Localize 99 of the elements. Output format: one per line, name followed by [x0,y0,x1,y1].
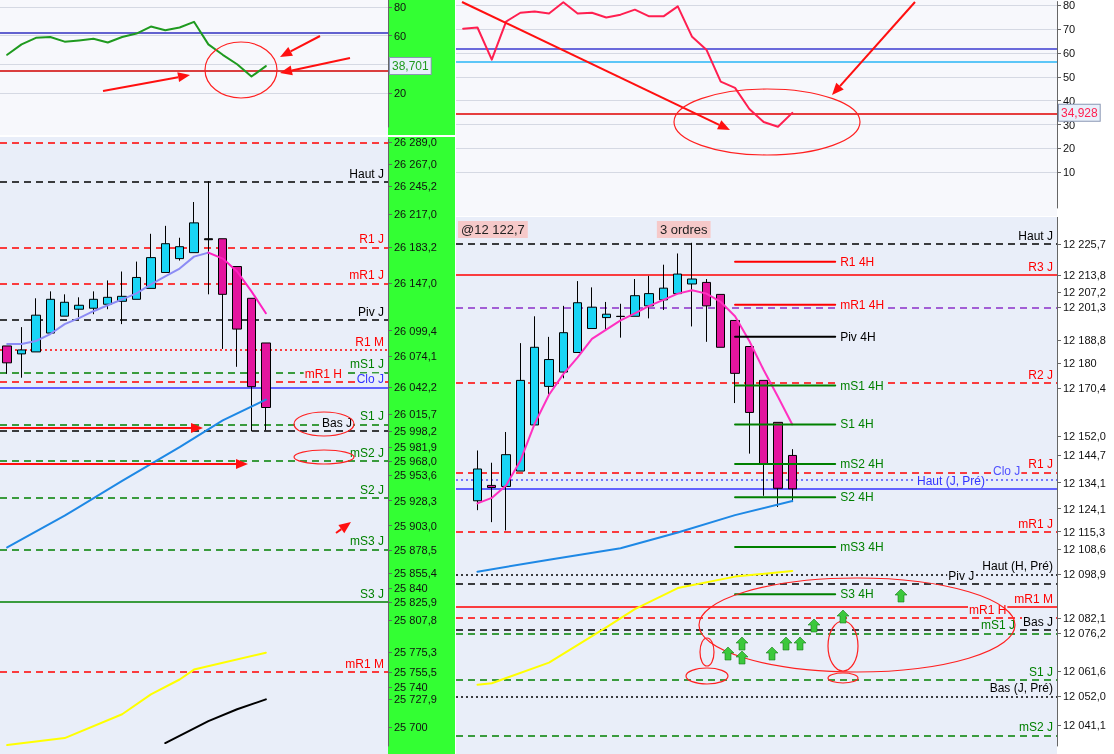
ref-line-label: Bas J [1022,614,1053,629]
y-tick-label: 12 180 [1063,356,1097,369]
ref-line-label: R3 J [1028,259,1053,274]
ref-line-label: Piv J [357,305,384,320]
y-tick-label: 12 041,1 [1063,718,1106,731]
ref-line-label: S2 J [359,482,384,497]
y-tick-label: 25 855,4 [394,566,437,579]
y-tick-label: 12 188,8 [1063,334,1106,346]
y-tick-label: 25 998,2 [394,425,437,438]
ref-line-label: R1 M [355,334,384,349]
y-tick-label: 20 [1063,142,1076,155]
ref-line-label: mS2 J [1018,720,1053,735]
y-tick-label: 70 [1063,23,1076,36]
series-label: mS2 4H [840,457,884,472]
ref-line-label: mS2 J [349,446,384,461]
annotation: @12 122,7 [461,222,525,237]
y-tick-label: 60 [1063,47,1076,60]
y-tick-label: 12 152,0 [1063,429,1106,442]
ref-line-label: R1 J [359,232,384,247]
ref-line-label: mR1 M [345,657,384,672]
y-tick-label: 25 903,0 [394,519,437,532]
y-tick-label: 25 727,9 [394,693,437,706]
y-tick-label: 20 [394,86,407,99]
ref-line-label: Haut (H, Pré) [982,559,1053,574]
ref-line-label: mR1 M [1014,592,1053,607]
y-tick-label: 26 183,2 [394,241,437,254]
y-tick-label: 12 170,4 [1063,381,1106,394]
y-tick-label: 12 076,2 [1063,627,1106,640]
ref-line-label: S3 J [359,587,384,602]
y-tick-label: 26 074,1 [394,349,437,362]
ref-line-label: R1 J [1028,457,1053,472]
y-tick-label: 25 740 [394,681,428,694]
series-label: mS1 4H [840,378,884,393]
y-tick-label: 26 015,7 [394,407,437,420]
ref-line-label: Haut J [1018,228,1053,243]
y-tick-label: 25 700 [394,721,428,734]
annotation: 34,928 [1061,105,1099,120]
y-tick-label: 25 775,3 [394,646,437,659]
series-label: S1 4H [840,417,874,432]
ref-line-label: mR1 J [1018,516,1053,531]
y-tick-label: 26 289,0 [394,136,437,149]
y-tick-label: 12 207,2 [1063,286,1106,299]
ref-line-label: S1 J [1028,665,1053,680]
y-tick-label: 26 267,0 [394,158,437,171]
y-tick-label: 26 245,2 [394,179,437,192]
y-tick-label: 30 [1063,118,1076,131]
y-tick-label: 26 042,2 [394,381,437,394]
y-tick-label: 12 052,0 [1063,690,1106,703]
series-label: mR1 4H [840,297,885,312]
ref-line-label: mS1 J [349,357,384,372]
annotation: 3 ordres [659,222,709,237]
y-tick-label: 12 144,7 [1063,448,1106,461]
y-tick-label: 26 217,0 [394,207,437,220]
ref-line-label: Bas (J, Pré) [989,681,1053,696]
y-tick-label: 80 [1063,0,1076,12]
ref-line-label: mR1 J [349,268,384,283]
ref-line-label: S1 J [359,409,384,424]
annotation: 38,701 [392,59,430,74]
y-tick-label: 12 108,6 [1063,542,1106,555]
y-tick-label: 12 213,8 [1063,268,1106,281]
ref-line-label: Haut J [349,166,384,181]
y-tick-label: 12 098,9 [1063,568,1106,581]
ref-line-label: Clo J [992,464,1021,479]
y-tick-label: 25 953,6 [394,469,437,482]
ref-line-label: mR1 H [304,367,342,382]
y-tick-label: 12 225,7 [1063,237,1106,250]
y-tick-label: 25 840 [394,582,428,595]
series-label: S3 4H [840,587,874,602]
y-tick-label: 12 115,3 [1063,525,1106,538]
series-label: S2 4H [840,490,874,505]
series-label: mS3 4H [840,539,884,554]
ref-line-label: R2 J [1028,367,1053,382]
y-tick-label: 12 201,3 [1063,301,1106,314]
y-tick-label: 25 825,9 [394,596,437,609]
y-tick-label: 25 968,0 [394,455,437,468]
ref-line-label: Clo J [356,372,384,387]
ref-line-label: mS3 J [349,534,384,549]
ref-line-label: Bas J [321,416,352,431]
ref-line-label: Piv J [948,569,975,584]
y-tick-label: 25 981,9 [394,441,437,454]
y-tick-label: 26 147,0 [394,277,437,290]
y-tick-label: 12 082,1 [1063,612,1106,625]
series-label: R1 4H [840,254,875,269]
y-tick-label: 26 099,4 [394,324,437,337]
y-tick-label: 10 [1063,166,1076,179]
y-tick-label: 12 124,1 [1063,502,1106,515]
ref-line-label: Haut (J, Pré) [916,473,985,488]
y-tick-label: 25 755,5 [394,666,437,679]
y-tick-label: 25 878,5 [394,543,437,556]
ref-line-label: mS1 J [980,618,1015,633]
ref-line-label: mR1 H [968,603,1007,618]
y-tick-label: 25 928,3 [394,494,437,507]
series-label: Piv 4H [840,329,876,344]
y-tick-label: 80 [394,1,407,14]
y-tick-label: 12 061,6 [1063,665,1106,678]
y-tick-label: 25 807,8 [394,614,437,627]
y-tick-label: 12 134,1 [1063,476,1106,489]
y-tick-label: 50 [1063,70,1076,83]
y-tick-label: 60 [394,29,407,42]
